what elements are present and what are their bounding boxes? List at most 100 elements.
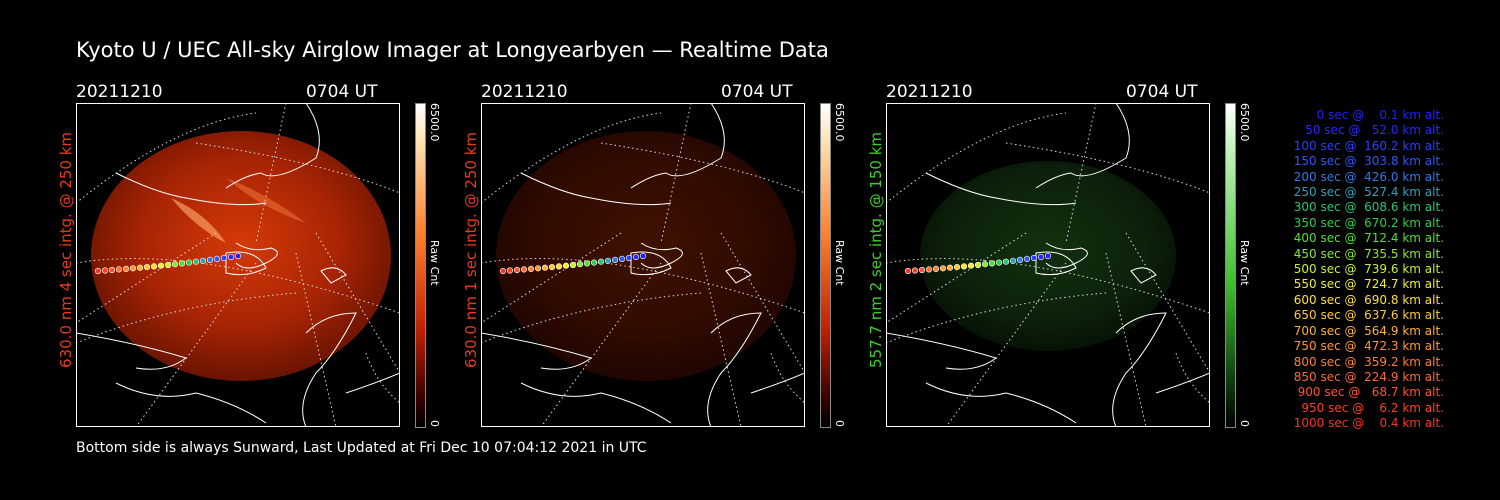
graticule — [481, 103, 805, 427]
panel-1-date: 20211210 — [76, 82, 163, 102]
aurora-arc — [171, 198, 226, 243]
trajectory-point — [611, 256, 619, 263]
panel-2-image — [481, 103, 805, 427]
trajectory-point — [213, 255, 221, 262]
trajectory-point — [1002, 258, 1010, 265]
legend-row: 600 sec @ 690.8 km alt. — [1289, 292, 1444, 307]
panel-2-cbar-max: 6500.0 — [833, 103, 846, 142]
panel-2-ylabel: 630.0 nm 1 sec intg. @ 250 km — [462, 131, 480, 368]
trajectory-point — [185, 259, 193, 266]
trajectory-point — [513, 266, 521, 274]
legend-row: 0 sec @ 0.1 km alt. — [1305, 108, 1444, 122]
trajectory-point — [506, 267, 514, 274]
trajectory-point — [967, 262, 975, 269]
panel-2-time: 0704 UT — [721, 82, 793, 102]
panel-frame — [76, 103, 400, 427]
trajectory-point — [925, 266, 933, 273]
trajectory-point — [981, 261, 989, 268]
trajectory-point — [995, 259, 1003, 266]
panel-3-colorbar — [1225, 103, 1236, 428]
trajectory-point — [129, 265, 137, 272]
legend-row: 350 sec @ 670.2 km alt. — [1289, 215, 1444, 230]
footer-note: Bottom side is always Sunward, Last Upda… — [76, 440, 647, 456]
altitude-legend: 0 sec @ 0.1 km alt. 50 sec @ 52.0 km alt… — [1262, 108, 1444, 432]
trajectory-point — [953, 264, 961, 271]
legend-row: 550 sec @ 724.7 km alt. — [1289, 277, 1444, 292]
trajectory-point — [939, 265, 947, 272]
trajectory-point — [569, 261, 577, 269]
trajectory-point — [1023, 255, 1031, 262]
legend-row: 650 sec @ 637.6 km alt. — [1289, 308, 1444, 323]
trajectory-point — [227, 253, 235, 261]
trajectory-point — [178, 260, 186, 267]
trajectory-point — [520, 266, 528, 273]
panel-2-colorbar — [820, 103, 831, 428]
trajectory-point — [143, 264, 151, 271]
legend-row: 300 sec @ 608.6 km alt. — [1289, 200, 1444, 215]
trajectory-point — [220, 254, 228, 262]
trajectory-point — [590, 259, 598, 266]
trajectory-point — [960, 263, 968, 270]
trajectory-point — [108, 266, 116, 274]
trajectory-point — [604, 257, 612, 264]
legend-row: 250 sec @ 527.4 km alt. — [1289, 185, 1444, 200]
trajectory-point — [1009, 257, 1017, 264]
trajectory-point — [1016, 256, 1024, 263]
trajectory-point — [164, 261, 172, 269]
aurora-arc — [226, 178, 306, 223]
panel-3-cbar-max: 6500.0 — [1238, 103, 1251, 142]
panel-frame — [481, 103, 805, 427]
legend-row: 150 sec @ 303.8 km alt. — [1289, 154, 1444, 169]
coastline — [886, 103, 1210, 427]
trajectory-point — [234, 252, 242, 260]
panel-3-cbar-min: 0 — [1238, 420, 1251, 427]
panel-1-cbar-min: 0 — [428, 420, 441, 427]
trajectory-point — [583, 260, 591, 267]
trajectory-point — [632, 253, 640, 261]
legend-row: 900 sec @ 68.7 km alt. — [1293, 385, 1444, 400]
trajectory-point — [562, 262, 570, 269]
trajectory-point — [548, 264, 556, 271]
panel-3-date: 20211210 — [886, 82, 973, 102]
legend-row: 50 sec @ 52.0 km alt. — [1297, 123, 1444, 138]
page-title: Kyoto U / UEC All-sky Airglow Imager at … — [76, 38, 829, 62]
trajectory-point — [527, 265, 535, 272]
panel-2-date: 20211210 — [481, 82, 568, 102]
trajectory-point — [904, 267, 912, 275]
trajectory-point — [541, 264, 549, 271]
trajectory-point — [157, 262, 165, 269]
trajectory-point — [932, 265, 940, 272]
trajectory-point — [597, 258, 605, 265]
legend-row: 400 sec @ 712.4 km alt. — [1289, 231, 1444, 246]
graticule — [76, 103, 400, 427]
trajectory-point — [115, 266, 123, 273]
panel-frame — [886, 103, 1210, 427]
trajectory-point — [101, 267, 109, 274]
panel-3-time: 0704 UT — [1126, 82, 1198, 102]
legend-row: 200 sec @ 426.0 km alt. — [1289, 169, 1444, 184]
trajectory-point — [988, 260, 996, 267]
trajectory-point — [199, 257, 207, 264]
panel-1-colorbar — [415, 103, 426, 428]
panel-1-image — [76, 103, 400, 427]
panel-1-time: 0704 UT — [306, 82, 378, 102]
legend-row: 750 sec @ 472.3 km alt. — [1289, 339, 1444, 354]
trajectory-point — [555, 263, 563, 270]
trajectory-point — [499, 267, 507, 275]
legend-row: 850 sec @ 224.9 km alt. — [1289, 369, 1444, 384]
trajectory-point — [639, 252, 647, 260]
legend-row: 450 sec @ 735.5 km alt. — [1289, 246, 1444, 261]
trajectory-point — [150, 263, 158, 270]
trajectory-point — [171, 261, 179, 268]
trajectory-point — [1037, 253, 1045, 261]
graticule — [886, 103, 1210, 427]
panel-1-cbar-max: 6500.0 — [428, 103, 441, 142]
trajectory-point — [1044, 252, 1052, 260]
trajectory-point — [625, 254, 633, 262]
panel-1-cbar-label: Raw Cnt — [428, 240, 441, 286]
trajectory-point — [618, 255, 626, 262]
legend-row: 500 sec @ 739.6 km alt. — [1289, 262, 1444, 277]
panel-1-ylabel: 630.0 nm 4 sec intg. @ 250 km — [57, 131, 75, 368]
panel-2-cbar-min: 0 — [833, 420, 846, 427]
trajectory-point — [918, 266, 926, 274]
